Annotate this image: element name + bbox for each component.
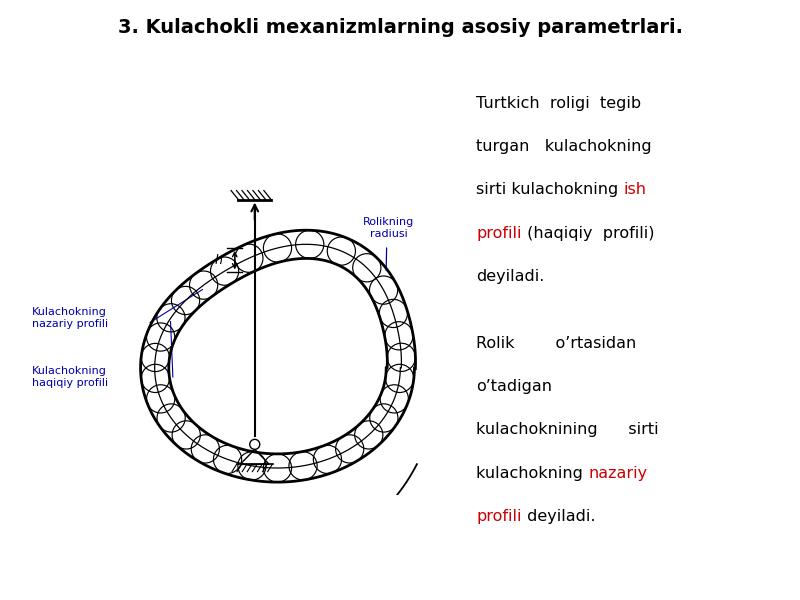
Text: Kulachokning
haqiqiy profili: Kulachokning haqiqiy profili xyxy=(32,366,108,388)
Text: kulachoknining      sirti: kulachoknining sirti xyxy=(476,422,658,437)
Text: Kulachokning
nazariy profili: Kulachokning nazariy profili xyxy=(32,307,108,329)
Text: profili: profili xyxy=(476,226,522,241)
Text: deyiladi.: deyiladi. xyxy=(522,509,595,524)
Text: 3. Kulachokli mexanizmlarning asosiy parametrlari.: 3. Kulachokli mexanizmlarning asosiy par… xyxy=(118,18,682,37)
Text: deyiladi.: deyiladi. xyxy=(476,269,544,284)
Text: kulachokning: kulachokning xyxy=(476,466,588,481)
Text: Turtkich  roligi  tegib: Turtkich roligi tegib xyxy=(476,96,641,111)
Text: (haqiqiy  profili): (haqiqiy profili) xyxy=(522,226,654,241)
Text: Rolikning
radiusi: Rolikning radiusi xyxy=(363,217,414,239)
Text: ish: ish xyxy=(623,182,646,197)
Text: nazariy: nazariy xyxy=(588,466,647,481)
Text: Rolik        o’rtasidan: Rolik o’rtasidan xyxy=(476,336,636,351)
Text: profili: profili xyxy=(476,509,522,524)
Text: o’tadigan: o’tadigan xyxy=(476,379,552,394)
Text: h: h xyxy=(214,254,222,267)
Text: turgan   kulachokning: turgan kulachokning xyxy=(476,139,652,154)
Text: sirti kulachokning: sirti kulachokning xyxy=(476,182,623,197)
